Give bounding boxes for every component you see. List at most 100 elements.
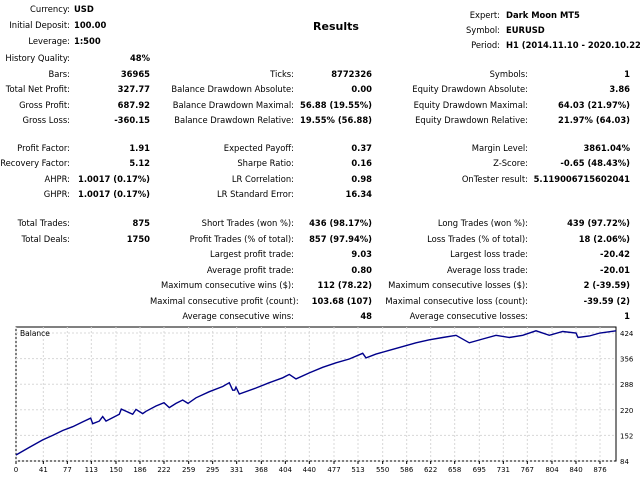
maximal-consec-loss-label: Maximal consecutive loss (count):: [385, 296, 528, 306]
ghpr-label: GHPR:: [43, 189, 70, 199]
long-trades-value: 439 (97.72%): [567, 218, 630, 228]
short-trades-value: 436 (98.17%): [309, 218, 372, 228]
profit-factor-value: 1.91: [129, 143, 150, 153]
equity-dd-abs-value: 3.86: [609, 84, 630, 94]
largest-profit-value: 9.03: [351, 249, 372, 259]
y-tick-label: 152: [620, 432, 633, 440]
x-tick-label: 0: [14, 466, 18, 474]
lr-std-error-label: LR Standard Error:: [217, 189, 294, 199]
total-net-profit-value: 327.77: [117, 84, 150, 94]
maximal-consec-profit-label: Maximal consecutive profit (count):: [150, 296, 299, 306]
max-consec-wins-label: Maximum consecutive wins ($):: [161, 280, 294, 290]
balance-dd-max-value: 56.88 (19.55%): [300, 100, 372, 110]
avg-consec-wins-value: 48: [360, 311, 372, 321]
total-trades-label: Total Trades:: [17, 218, 70, 228]
x-tick-label: 440: [303, 466, 316, 474]
z-score-value: -0.65 (48.43%): [560, 158, 630, 168]
total-deals-value: 1750: [126, 234, 150, 244]
gross-loss-value: -360.15: [114, 115, 150, 125]
x-tick-label: 477: [327, 466, 340, 474]
leverage-value: 1:500: [74, 36, 101, 46]
x-tick-label: 622: [424, 466, 437, 474]
total-net-profit-label: Total Net Profit:: [5, 84, 70, 94]
loss-trades-value: 18 (2.06%): [578, 234, 630, 244]
max-consec-losses-label: Maximum consecutive losses ($):: [388, 280, 528, 290]
long-trades-label: Long Trades (won %):: [437, 218, 528, 228]
expected-payoff-label: Expected Payoff:: [223, 143, 294, 153]
x-tick-label: 695: [473, 466, 486, 474]
results-title: Results: [313, 20, 359, 33]
max-consec-losses-value: 2 (-39.59): [583, 280, 630, 290]
bars-label: Bars:: [48, 69, 70, 79]
balance-dd-max-label: Balance Drawdown Maximal:: [172, 100, 294, 110]
x-tick-label: 404: [279, 466, 293, 474]
y-tick-label: 288: [620, 381, 633, 389]
loss-trades-label: Loss Trades (% of total):: [427, 234, 528, 244]
x-tick-label: 876: [593, 466, 607, 474]
x-tick-label: 295: [206, 466, 219, 474]
x-tick-label: 150: [109, 466, 122, 474]
symbol-label: Symbol:: [465, 25, 500, 35]
balance-dd-rel-label: Balance Drawdown Relative:: [174, 115, 294, 125]
equity-dd-rel-value: 21.97% (64.03): [558, 115, 630, 125]
maximal-consec-loss-value: -39.59 (2): [583, 296, 630, 306]
ticks-label: Ticks:: [270, 69, 294, 79]
ghpr-value: 1.0017 (0.17%): [78, 189, 150, 199]
largest-loss-label: Largest loss trade:: [450, 249, 528, 259]
chart-title: Balance: [20, 329, 50, 338]
avg-consec-wins-label: Average consecutive wins:: [182, 311, 294, 321]
largest-loss-value: -20.42: [600, 249, 630, 259]
chart-frame: [15, 326, 617, 462]
avg-profit-label: Average profit trade:: [206, 265, 294, 275]
equity-dd-max-value: 64.03 (21.97%): [558, 100, 630, 110]
history-quality-label: History Quality:: [5, 53, 70, 63]
avg-loss-label: Average loss trade:: [446, 265, 528, 275]
largest-profit-label: Largest profit trade:: [210, 249, 294, 259]
y-tick-label: 220: [620, 407, 633, 415]
margin-level-label: Margin Level:: [471, 143, 528, 153]
gross-profit-value: 687.92: [117, 100, 150, 110]
initial-deposit-value: 100.00: [74, 20, 107, 30]
x-tick-label: 77: [63, 466, 72, 474]
currency-label: Currency:: [30, 4, 70, 14]
maximal-consec-profit-value: 103.68 (107): [311, 296, 372, 306]
x-tick-label: 658: [448, 466, 461, 474]
ahpr-label: AHPR:: [44, 174, 70, 184]
x-tick-label: 222: [157, 466, 170, 474]
avg-profit-value: 0.80: [351, 265, 372, 275]
period-value: H1 (2014.11.10 - 2020.10.22): [506, 40, 640, 50]
leverage-label: Leverage:: [28, 36, 70, 46]
short-trades-label: Short Trades (won %):: [201, 218, 294, 228]
balance-dd-rel-value: 19.55% (56.88): [300, 115, 372, 125]
x-tick-label: 259: [182, 466, 195, 474]
x-tick-label: 186: [133, 466, 147, 474]
profit-factor-label: Profit Factor:: [17, 143, 70, 153]
balance-line: [15, 330, 617, 456]
avg-loss-value: -20.01: [600, 265, 630, 275]
gross-profit-label: Gross Profit:: [19, 100, 70, 110]
symbols-label: Symbols:: [489, 69, 528, 79]
ontester-result-value: 5.119006715602041: [533, 174, 630, 184]
history-quality-value: 48%: [129, 53, 150, 63]
period-label: Period:: [471, 40, 500, 50]
y-tick-label: 84: [620, 458, 629, 466]
x-tick-label: 368: [255, 466, 268, 474]
recovery-factor-value: 5.12: [129, 158, 150, 168]
x-tick-label: 513: [351, 466, 364, 474]
margin-level-value: 3861.04%: [583, 143, 630, 153]
bars-value: 36965: [120, 69, 150, 79]
ahpr-value: 1.0017 (0.17%): [78, 174, 150, 184]
ticks-value: 8772326: [331, 69, 372, 79]
currency-value: USD: [74, 4, 94, 14]
profit-trades-value: 857 (97.94%): [309, 234, 372, 244]
lr-std-error-value: 16.34: [345, 189, 373, 199]
profit-trades-label: Profit Trades (% of total):: [189, 234, 294, 244]
expert-label: Expert:: [469, 10, 500, 20]
expected-payoff-value: 0.37: [351, 143, 372, 153]
balance-dd-abs-value: 0.00: [351, 84, 372, 94]
equity-dd-rel-label: Equity Drawdown Relative:: [415, 115, 528, 125]
total-trades-value: 875: [132, 218, 150, 228]
max-consec-wins-value: 112 (78.22): [317, 280, 372, 290]
y-tick-label: 424: [620, 330, 634, 338]
x-tick-label: 804: [545, 466, 559, 474]
